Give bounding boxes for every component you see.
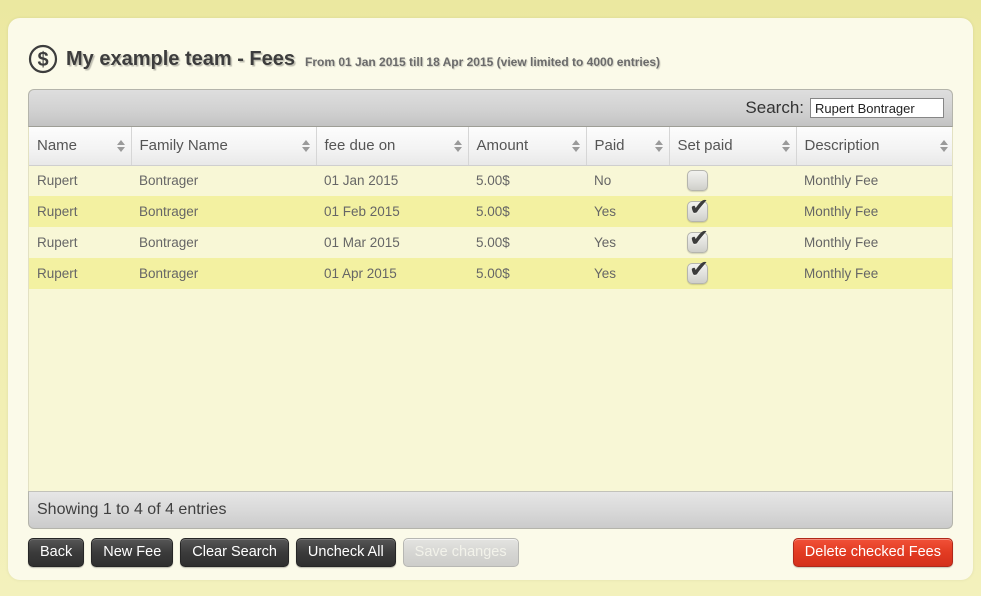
cell-description: Monthly Fee: [796, 227, 952, 258]
cell-set-paid: ✔: [669, 165, 796, 196]
cell-amount: 5.00$: [468, 258, 586, 289]
cell-amount: 5.00$: [468, 196, 586, 227]
action-bar: Back New Fee Clear Search Uncheck All Sa…: [28, 538, 953, 567]
column-header-fee-due-on[interactable]: fee due on: [315, 127, 468, 166]
sort-icon[interactable]: [940, 139, 948, 152]
dollar-circle-icon: $: [28, 44, 58, 74]
cell-paid: Yes: [586, 258, 669, 289]
sort-icon[interactable]: [116, 139, 125, 152]
cell-family-name: Bontrager: [131, 258, 316, 289]
cell-amount: 5.00$: [468, 165, 586, 196]
set-paid-checkbox[interactable]: ✔: [687, 256, 709, 284]
cell-family-name: Bontrager: [131, 165, 316, 196]
cell-family-name: Bontrager: [131, 196, 316, 227]
cell-description: Monthly Fee: [796, 196, 952, 227]
table-row: Rupert Bontrager 01 Apr 2015 5.00$ Yes ✔…: [29, 256, 952, 289]
search-input[interactable]: [810, 98, 944, 118]
sort-icon[interactable]: [571, 139, 580, 152]
set-paid-checkbox[interactable]: ✔: [687, 225, 709, 253]
cell-name: Rupert: [29, 196, 131, 227]
cell-paid: No: [586, 165, 669, 196]
svg-text:$: $: [37, 49, 48, 71]
main-panel: $ My example team - Fees From 01 Jan 201…: [8, 18, 973, 580]
cell-name: Rupert: [29, 258, 131, 289]
sort-icon[interactable]: [781, 139, 790, 152]
cell-paid: Yes: [586, 227, 669, 258]
cell-name: Rupert: [29, 165, 131, 196]
cell-set-paid: ✔: [669, 256, 796, 289]
checkmark-icon: ✔: [689, 194, 710, 221]
checkmark-icon: ✔: [689, 225, 710, 252]
column-header-paid[interactable]: Paid: [585, 127, 669, 166]
uncheck-all-button[interactable]: Uncheck All: [295, 538, 396, 567]
cell-paid: Yes: [586, 196, 669, 227]
cell-fee-due-on: 01 Apr 2015: [316, 258, 468, 289]
column-header-description[interactable]: Description: [795, 127, 952, 166]
sort-icon[interactable]: [453, 139, 462, 152]
cell-set-paid: ✔: [669, 194, 796, 227]
set-paid-checkbox[interactable]: ✔: [687, 194, 709, 222]
search-bar: Search:: [28, 89, 953, 127]
sort-icon[interactable]: [654, 139, 663, 152]
checkmark-icon: ✔: [689, 256, 710, 283]
cell-description: Monthly Fee: [796, 165, 952, 196]
table-header-row: Name Family Name fee due on Amount: [29, 127, 952, 166]
cell-description: Monthly Fee: [796, 258, 952, 289]
column-header-set-paid[interactable]: Set paid: [668, 127, 796, 166]
column-header-family-name[interactable]: Family Name: [130, 127, 316, 166]
cell-fee-due-on: 01 Jan 2015: [316, 165, 468, 196]
sort-icon[interactable]: [301, 139, 310, 152]
cell-family-name: Bontrager: [131, 227, 316, 258]
table-row: Rupert Bontrager 01 Jan 2015 5.00$ No ✔ …: [29, 165, 952, 196]
column-header-name[interactable]: Name: [29, 127, 131, 166]
delete-checked-fees-button[interactable]: Delete checked Fees: [792, 538, 953, 567]
cell-name: Rupert: [29, 227, 131, 258]
page-subtitle: From 01 Jan 2015 till 18 Apr 2015 (view …: [305, 55, 661, 69]
table-summary-bar: Showing 1 to 4 of 4 entries: [28, 491, 953, 529]
column-header-amount[interactable]: Amount: [467, 127, 586, 166]
entries-summary: Showing 1 to 4 of 4 entries: [37, 501, 227, 518]
cell-set-paid: ✔: [669, 225, 796, 258]
page-title: My example team - Fees: [66, 47, 295, 70]
clear-search-button[interactable]: Clear Search: [180, 538, 289, 567]
cell-fee-due-on: 01 Mar 2015: [316, 227, 468, 258]
cell-amount: 5.00$: [468, 227, 586, 258]
fees-table: Name Family Name fee due on Amount: [29, 127, 952, 289]
left-button-group: Back New Fee Clear Search Uncheck All Sa…: [28, 538, 519, 567]
back-button[interactable]: Back: [28, 538, 85, 567]
fees-table-area: Name Family Name fee due on Amount: [28, 127, 953, 491]
page-header: $ My example team - Fees From 01 Jan 201…: [28, 18, 953, 76]
search-label: Search:: [745, 98, 804, 117]
set-paid-checkbox[interactable]: ✔: [687, 170, 708, 192]
new-fee-button[interactable]: New Fee: [91, 538, 174, 567]
table-row: Rupert Bontrager 01 Feb 2015 5.00$ Yes ✔…: [29, 194, 952, 227]
cell-fee-due-on: 01 Feb 2015: [316, 196, 468, 227]
save-changes-button: Save changes: [402, 538, 519, 567]
table-row: Rupert Bontrager 01 Mar 2015 5.00$ Yes ✔…: [29, 225, 952, 258]
